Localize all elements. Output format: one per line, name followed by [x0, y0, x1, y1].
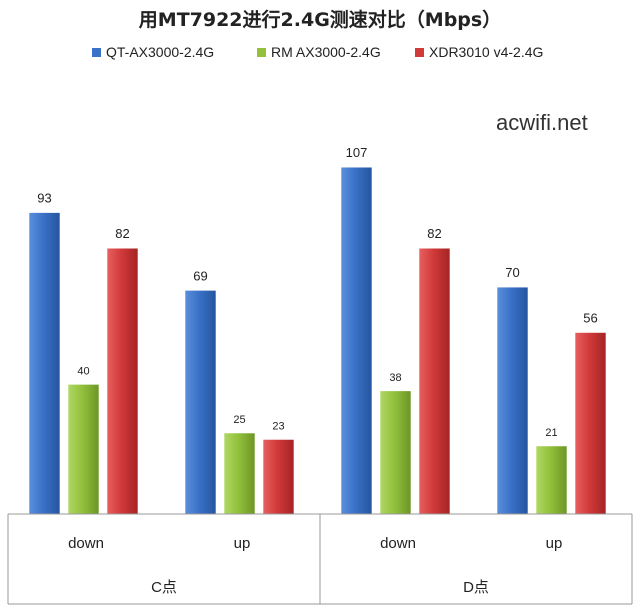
bar [67, 384, 100, 515]
bars-layer [28, 166, 607, 515]
category-tick-label: up [234, 535, 251, 552]
category-tick-label: up [546, 535, 563, 552]
data-label: 21 [545, 427, 557, 439]
legend-swatch [257, 48, 266, 57]
legend: QT-AX3000-2.4G RM AX3000-2.4G XDR3010 v4-2… [92, 44, 543, 60]
group-label: D点 [463, 579, 489, 596]
legend-item: RM AX3000-2.4G [257, 44, 381, 60]
data-label: 56 [583, 310, 597, 325]
data-label: 82 [427, 226, 441, 241]
bar [418, 247, 451, 515]
category-tick-label: down [68, 535, 104, 552]
data-label: 38 [389, 372, 401, 384]
data-label: 40 [77, 365, 89, 377]
chart-title: 用MT7922进行2.4G测速对比（Mbps） [139, 8, 501, 31]
data-label: 69 [193, 268, 207, 283]
data-label: 93 [37, 191, 51, 206]
bar [379, 390, 412, 515]
bar [535, 445, 568, 515]
data-label: 107 [346, 145, 368, 160]
bar [340, 166, 373, 515]
bar [184, 290, 217, 515]
bar [106, 247, 139, 515]
legend-label: RM AX3000-2.4G [271, 44, 381, 60]
data-label: 23 [272, 420, 284, 432]
bar [496, 286, 529, 515]
legend-label: XDR3010 v4-2.4G [429, 44, 543, 60]
data-label: 82 [115, 226, 129, 241]
category-tick-label: down [380, 535, 416, 552]
legend-item: QT-AX3000-2.4G [92, 44, 214, 60]
watermark: acwifi.net [496, 110, 588, 135]
bar [574, 332, 607, 515]
data-label: 25 [233, 414, 245, 426]
category-axis: down up C点 down up D点 [7, 513, 633, 605]
group-label: C点 [151, 579, 177, 596]
bar [223, 432, 256, 515]
legend-swatch [415, 48, 424, 57]
bar [28, 212, 61, 515]
data-label: 70 [505, 265, 519, 280]
bar [262, 439, 295, 515]
legend-item: XDR3010 v4-2.4G [415, 44, 543, 60]
legend-swatch [92, 48, 101, 57]
legend-label: QT-AX3000-2.4G [106, 44, 214, 60]
value-labels-layer: 93 40 82 69 25 23 107 38 82 70 21 56 [37, 145, 597, 439]
